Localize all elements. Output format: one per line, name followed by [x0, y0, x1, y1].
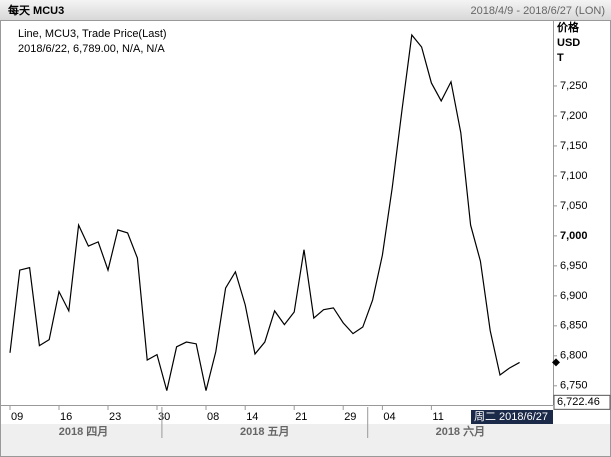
y-tick-label: 6,800 [560, 350, 588, 362]
y-tick-label: 6,850 [560, 320, 588, 332]
y-axis-label: 价格 [557, 20, 580, 34]
price-line [9, 33, 520, 391]
month-label: 2018 六月 [436, 424, 486, 438]
x-tick-label: 21 [295, 411, 307, 423]
price-marker-label: 6,722.46 [557, 396, 600, 408]
x-tick-label: 04 [383, 411, 395, 423]
last-value-marker [552, 358, 560, 367]
y-axis-label: T [557, 52, 564, 64]
x-tick-label: 23 [109, 411, 121, 423]
y-tick-label: 6,750 [560, 380, 588, 392]
header-bar [0, 0, 611, 20]
month-label: 2018 四月 [59, 425, 109, 438]
legend-line: 2018/6/22, 6,789.00, N/A, N/A [18, 43, 165, 55]
cursor-box [471, 410, 553, 424]
y-tick-label: 7,150 [560, 140, 588, 152]
price-marker-box [553, 394, 611, 410]
y-tick-label: 7,250 [560, 80, 588, 92]
x-tick-label: 14 [246, 411, 258, 423]
x-tick-label: 11 [432, 411, 443, 423]
month-label: 2018 五月 [240, 425, 290, 438]
y-tick-label: 7,200 [560, 110, 588, 122]
x-tick-label: 30 [158, 411, 170, 423]
x-tick-label: 16 [60, 411, 72, 423]
header-title: 每天 MCU3 [8, 3, 64, 17]
x-tick-label: 09 [11, 411, 23, 423]
month-band [1, 424, 610, 456]
frame [0, 20, 611, 457]
cursor-label: 周二 2018/6/27 [474, 410, 548, 423]
y-tick-label: 7,000 [560, 230, 588, 242]
header-range: 2018/4/9 - 2018/6/27 (LON) [470, 5, 605, 17]
y-axis-label: USD [557, 37, 580, 49]
x-tick-label: 29 [344, 411, 356, 423]
y-tick-label: 7,050 [560, 200, 588, 212]
legend-line: Line, MCU3, Trade Price(Last) [18, 28, 167, 40]
y-tick-label: 6,950 [560, 260, 588, 272]
y-tick-label: 6,900 [560, 290, 588, 302]
x-tick-label: 08 [207, 411, 219, 423]
y-tick-label: 7,100 [560, 170, 588, 182]
